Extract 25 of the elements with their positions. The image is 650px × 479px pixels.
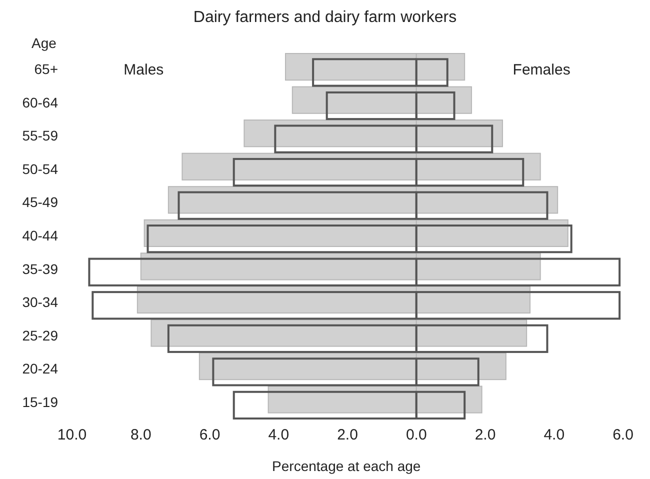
x-tick-label: 2.0 — [474, 426, 496, 444]
x-tick-label: 10.0 — [57, 426, 87, 444]
x-tick-label: 8.0 — [130, 426, 152, 444]
y-tick-label: 15-19 — [22, 394, 58, 410]
y-axis-title: Age — [32, 35, 57, 51]
y-tick-label: 30-34 — [22, 294, 58, 310]
y-tick-label: 35-39 — [22, 260, 58, 277]
y-tick-label: 25-29 — [22, 327, 58, 344]
y-tick-label: 45-49 — [22, 194, 58, 210]
y-tick-label: 20-24 — [22, 360, 58, 377]
annotation: Females — [512, 62, 570, 79]
y-tick-label: 50-54 — [22, 160, 58, 177]
x-axis-title: Percentage at each age — [272, 458, 421, 474]
annotation: Males — [124, 62, 164, 79]
y-tick-label: 55-59 — [22, 128, 58, 144]
chart-title: Dairy farmers and dairy farm workers — [193, 9, 457, 26]
y-tick-label: 60-64 — [22, 94, 58, 110]
x-tick-label: 0.0 — [406, 426, 427, 444]
x-tick-label: 2.0 — [337, 426, 358, 444]
y-tick-label: 40-44 — [22, 227, 58, 244]
x-tick-label: 6.0 — [612, 426, 634, 444]
x-tick-label: 6.0 — [199, 426, 220, 444]
y-tick-label: 65+ — [34, 61, 58, 78]
x-tick-label: 4.0 — [544, 426, 565, 444]
x-tick-label: 4.0 — [268, 426, 290, 444]
